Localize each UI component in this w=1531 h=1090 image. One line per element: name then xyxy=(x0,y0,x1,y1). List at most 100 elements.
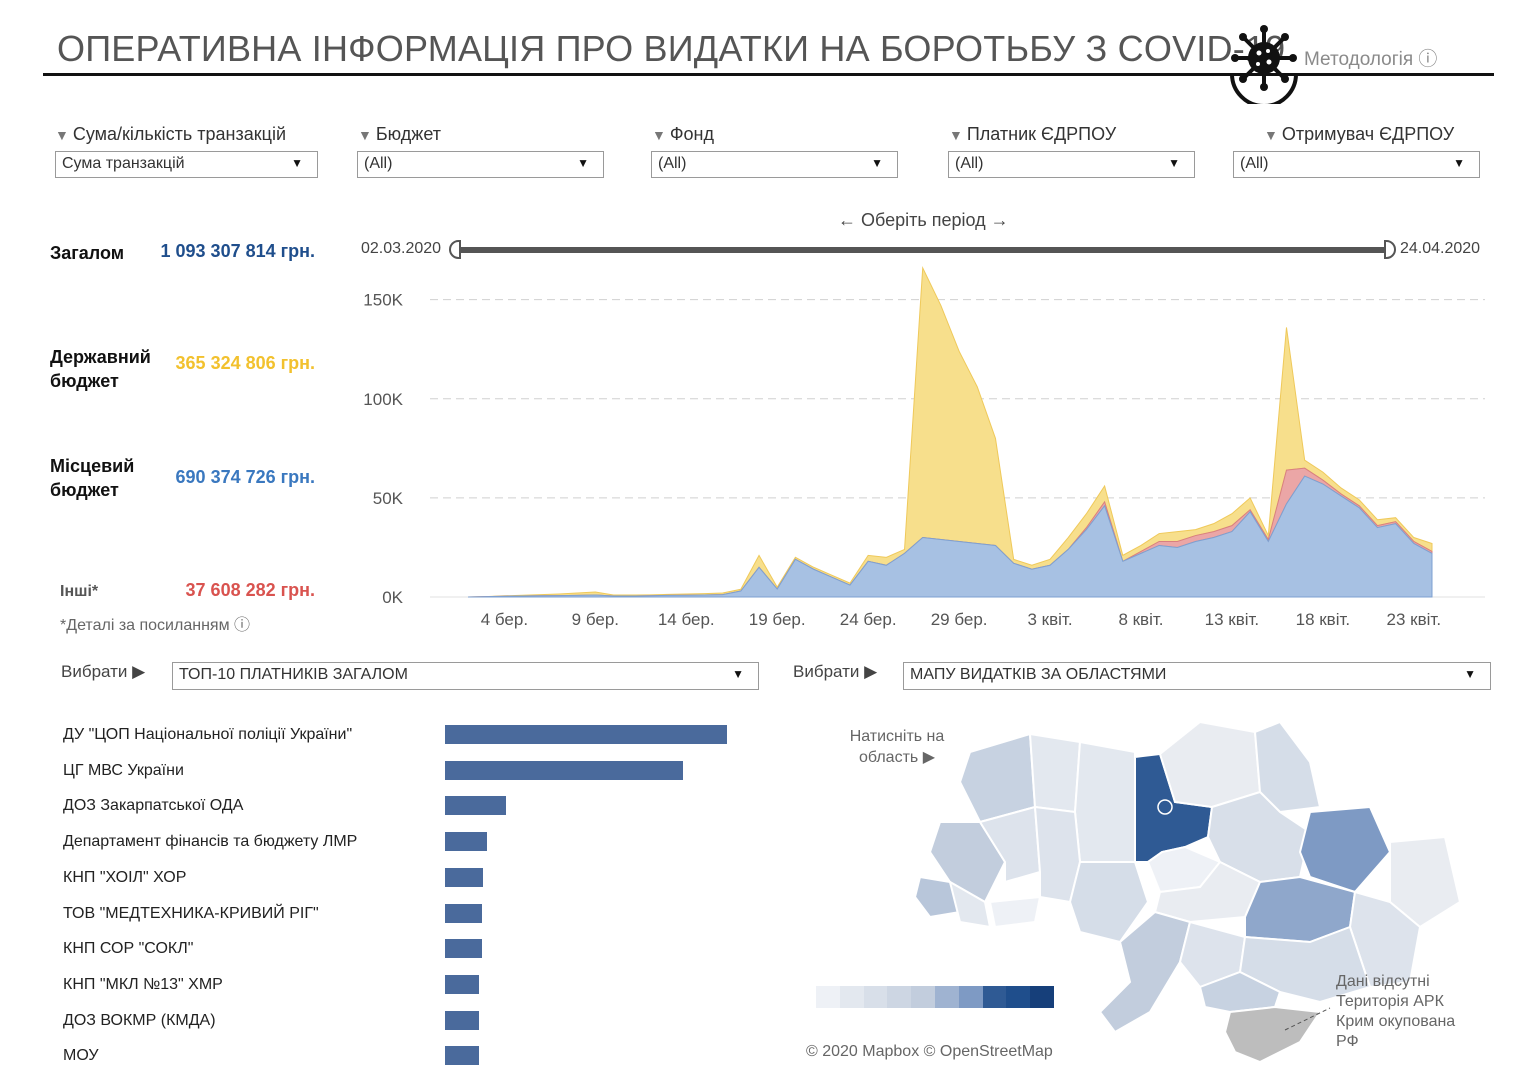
period-slider-end-handle[interactable] xyxy=(1384,240,1396,259)
dropdown-arrow-icon: ▼ xyxy=(577,156,589,170)
top-payers-select[interactable]: ТОП-10 ПЛАТНИКІВ ЗАГАЛОМ ▼ xyxy=(172,662,759,690)
dropdown-arrow-icon: ▼ xyxy=(291,156,303,170)
map-hint: Натисніть на область ▶ xyxy=(849,728,945,766)
y-tick-label: 50K xyxy=(373,489,404,508)
filter-label-amount: ▼ Сума/кількість транзакцій xyxy=(55,124,287,144)
period-slider-track[interactable] xyxy=(458,247,1388,253)
payer-label[interactable]: ДУ "ЦОП Національної поліції України" xyxy=(63,726,353,743)
daily-spending-area-chart[interactable]: 0K 50K 100K 150K 4 бер. 9 бер. 14 бер. 19 бер. 2… xyxy=(340,260,1500,640)
dropdown-arrow-icon: ▼ xyxy=(1453,156,1465,170)
map-region-zhytomyr[interactable] xyxy=(1073,740,1136,863)
title-divider xyxy=(43,73,1494,76)
period-start: 02.03.2020 xyxy=(361,240,442,257)
map-region-ternopil[interactable] xyxy=(978,805,1042,884)
legend-swatch xyxy=(911,986,935,1008)
payer-label[interactable]: Департамент фінансів та бюджету ЛМР xyxy=(63,833,358,851)
legend-swatch xyxy=(934,986,959,1008)
y-tick-label: 0K xyxy=(382,588,403,607)
filter-triangle-icon: ▼ xyxy=(1264,127,1278,143)
legend-swatch xyxy=(958,986,983,1008)
legend-swatch xyxy=(1030,986,1054,1008)
payer-bar[interactable] xyxy=(445,796,506,816)
methodology-link[interactable]: Методологія ⓘ xyxy=(1304,49,1438,70)
x-tick-label: 9 бер. xyxy=(572,610,619,629)
filter-fund-select[interactable]: (All) ▼ xyxy=(651,151,898,178)
filter-payer-select[interactable]: (All) ▼ xyxy=(948,151,1195,178)
filter-recipient-select[interactable]: (All) ▼ xyxy=(1233,151,1480,178)
map-region-odesa[interactable] xyxy=(1098,910,1192,1034)
y-tick-label: 150K xyxy=(363,291,403,310)
ukraine-regions-map[interactable] xyxy=(900,712,1480,1072)
map-region-crimea xyxy=(1223,1005,1322,1064)
y-tick-label: 100K xyxy=(363,390,403,409)
map-region-chernivtsi[interactable] xyxy=(988,895,1042,929)
payer-label[interactable]: МОУ xyxy=(63,1047,99,1065)
legend-swatch xyxy=(816,986,840,1008)
filter-label-recipient: ▼ Отримувач ЄДРПОУ xyxy=(1264,124,1455,144)
x-tick-label: 4 бер. xyxy=(481,610,528,629)
kpi-other-value: 37 608 282 грн. xyxy=(185,580,315,600)
x-tick-label: 13 квіт. xyxy=(1205,610,1260,629)
legend-swatch xyxy=(839,986,864,1008)
kpi-local-value: 690 374 726 грн. xyxy=(175,467,315,487)
pick-left-label: Вибрати ▶ xyxy=(61,662,146,681)
dropdown-arrow-icon: ▼ xyxy=(732,667,744,681)
filter-label-budget: ▼ Бюджет xyxy=(358,124,441,144)
kpi-local-label: Місцевий бюджет xyxy=(50,456,135,500)
kpi-total-label: Загалом xyxy=(50,243,125,263)
x-tick-label: 8 квіт. xyxy=(1118,610,1163,629)
map-region-ivano-frankivsk[interactable] xyxy=(948,879,992,929)
payer-bar[interactable] xyxy=(445,725,727,744)
payer-bar[interactable] xyxy=(445,903,482,923)
legend-swatch xyxy=(1006,986,1031,1008)
map-region-kharkiv[interactable] xyxy=(1298,805,1392,894)
payer-label[interactable]: ТОВ "МЕДТЕХНИКА-КРИВИЙ РІГ" xyxy=(63,904,319,922)
legend-swatch xyxy=(887,986,912,1008)
dropdown-arrow-icon: ▼ xyxy=(1168,156,1180,170)
x-tick-label: 14 бер. xyxy=(658,610,715,629)
payer-bar[interactable] xyxy=(445,974,479,994)
payer-label[interactable]: КНП "ХОІЛ" ХОР xyxy=(63,868,187,886)
payer-label[interactable]: КНП СОР "СОКЛ" xyxy=(63,940,194,958)
x-tick-label: 24 бер. xyxy=(840,610,897,629)
filter-label-fund: ▼ Фонд xyxy=(652,124,714,144)
map-region-rivne[interactable] xyxy=(1028,732,1082,814)
legend-swatch xyxy=(982,986,1007,1008)
payer-bar[interactable] xyxy=(445,939,482,959)
filter-label-payer: ▼ Платник ЄДРПОУ xyxy=(949,124,1117,144)
x-tick-label: 19 бер. xyxy=(749,610,806,629)
payer-label[interactable]: ЦГ МВС України xyxy=(63,761,184,779)
map-credit: © 2020 Mapbox © OpenStreetMap xyxy=(806,1043,1053,1060)
filter-budget-select[interactable]: (All) ▼ xyxy=(357,151,604,178)
payer-bar[interactable] xyxy=(445,1010,479,1030)
filter-triangle-icon: ▼ xyxy=(55,127,69,143)
payer-bar[interactable] xyxy=(445,760,683,780)
x-tick-label: 23 квіт. xyxy=(1387,610,1442,629)
payer-label[interactable]: ДОЗ Закарпатської ОДА xyxy=(63,797,244,815)
payer-bar[interactable] xyxy=(445,867,483,887)
x-tick-label: 18 квіт. xyxy=(1296,610,1351,629)
details-note-link[interactable]: *Деталі за посиланням ⓘ xyxy=(60,617,251,634)
period-label: ← Оберіть період → xyxy=(838,210,1009,230)
dropdown-arrow-icon: ▼ xyxy=(1464,667,1476,681)
map-region-volyn[interactable] xyxy=(958,732,1037,824)
payer-label[interactable]: ДОЗ ВОКМР (КМДА) xyxy=(63,1011,216,1029)
map-region-luhansk[interactable] xyxy=(1389,835,1462,929)
filter-triangle-icon: ▼ xyxy=(949,127,963,143)
map-view-select[interactable]: МАПУ ВИДАТКІВ ЗА ОБЛАСТЯМИ ▼ xyxy=(903,662,1491,690)
payer-bar[interactable] xyxy=(445,1046,479,1066)
x-tick-label: 3 квіт. xyxy=(1028,610,1073,629)
period-slider-start-handle[interactable] xyxy=(449,240,461,259)
filter-amount-select[interactable]: Сума транзакцій ▼ xyxy=(55,151,318,178)
kpi-state-label: Державний бюджет xyxy=(50,347,151,391)
map-region-kyiv-city[interactable] xyxy=(1157,799,1173,815)
payer-label[interactable]: КНП "МКЛ №13" ХМР xyxy=(63,975,223,993)
kpi-total-value: 1 093 307 814 грн. xyxy=(160,241,315,261)
dropdown-arrow-icon: ▼ xyxy=(871,156,883,170)
payer-bar[interactable] xyxy=(445,832,487,852)
page-title: ОПЕРАТИВНА ІНФОРМАЦІЯ ПРО ВИДАТКИ НА БОР… xyxy=(57,28,1286,69)
map-region-chernihiv[interactable] xyxy=(1158,720,1262,809)
period-end: 24.04.2020 xyxy=(1400,240,1481,257)
map-region-zakarpattia[interactable] xyxy=(913,875,962,919)
area-series-local[interactable] xyxy=(467,475,1433,598)
